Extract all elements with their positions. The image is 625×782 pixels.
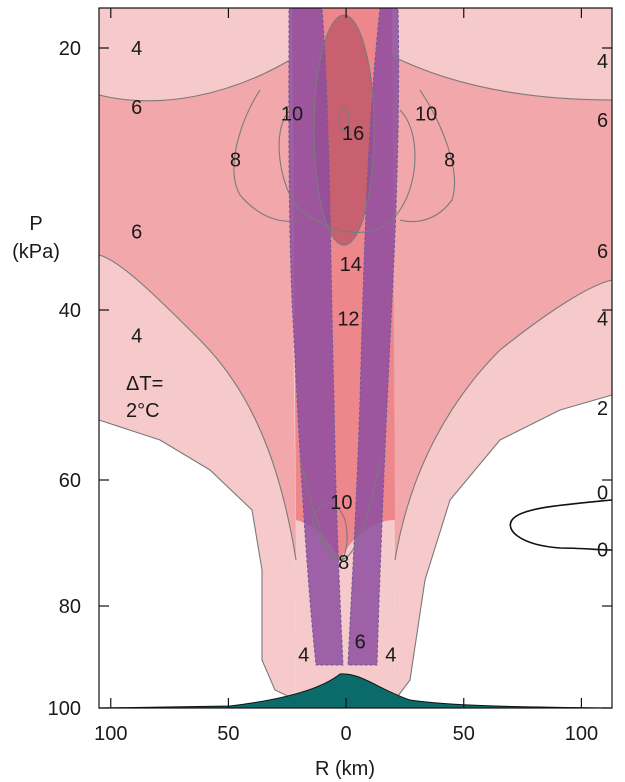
x-tick-label: 100 xyxy=(565,723,598,745)
contour-label: 16 xyxy=(342,123,364,145)
contour-line xyxy=(313,14,375,246)
contour-label: 10 xyxy=(330,492,352,514)
eyewall-band-left xyxy=(288,7,344,666)
y-tick-label: 80 xyxy=(59,596,81,618)
contour-line xyxy=(338,107,350,133)
x-axis-title: R (km) xyxy=(315,758,375,780)
terrain xyxy=(98,673,613,709)
contour-line xyxy=(389,54,613,101)
zero-contour-line xyxy=(509,499,613,551)
x-tick-label: 100 xyxy=(94,723,127,745)
contour-label: 4 xyxy=(131,38,142,60)
contour-line xyxy=(98,254,297,561)
contour-label: 8 xyxy=(444,149,455,171)
contour-line xyxy=(399,89,456,223)
contour-label: 6 xyxy=(597,110,608,132)
contour-line xyxy=(233,89,301,222)
contour-line xyxy=(98,59,291,102)
region-6-to-10-right xyxy=(390,55,612,560)
annotation-delta-t-line1: ΔT= xyxy=(126,373,163,395)
y-tick-label: 60 xyxy=(59,470,81,492)
y-tick-label: 100 xyxy=(48,698,81,720)
y-tick-label: 20 xyxy=(59,38,81,60)
contour-label: 4 xyxy=(298,644,309,666)
contour-label: 2 xyxy=(597,398,608,420)
region-6-to-10-left xyxy=(99,60,296,560)
contour-label: 6 xyxy=(131,97,142,119)
contour-label: 0 xyxy=(597,539,608,561)
contour-label: 8 xyxy=(230,149,241,171)
x-tick-label: 50 xyxy=(453,723,475,745)
axis-ticks xyxy=(99,8,612,709)
contour-label: 4 xyxy=(597,51,608,73)
contour-label: 4 xyxy=(385,644,396,666)
x-tick-label: 0 xyxy=(341,723,352,745)
y-axis-title-line1: P xyxy=(29,213,42,235)
contour-label: 0 xyxy=(597,483,608,505)
contour-label: 6 xyxy=(355,632,366,654)
contour-line xyxy=(311,502,348,561)
x-tick-label: 50 xyxy=(217,723,239,745)
y-axis-title-line2: (kPa) xyxy=(12,241,60,263)
contour-line xyxy=(299,459,381,561)
contour-label: 8 xyxy=(338,552,349,574)
contour-lines xyxy=(98,14,613,701)
contour-label: 14 xyxy=(340,254,362,276)
contour-label: 6 xyxy=(597,241,608,263)
eyewall-bands xyxy=(288,7,400,666)
contour-label: 4 xyxy=(597,309,608,331)
eyewall-band-right xyxy=(347,7,400,666)
contour-label: 10 xyxy=(281,104,303,126)
plot-frame xyxy=(98,7,613,709)
contour-label: 10 xyxy=(415,104,437,126)
axis-tick-labels: 100 50 0 50 100 20 40 60 80 100 xyxy=(48,38,598,745)
contour-label: 12 xyxy=(337,309,359,331)
contour-label: 4 xyxy=(131,326,142,348)
contour-label: 6 xyxy=(131,221,142,243)
y-tick-label: 40 xyxy=(59,300,81,322)
annotation-delta-t-line2: 2°C xyxy=(126,400,160,422)
contour-line xyxy=(394,279,613,561)
